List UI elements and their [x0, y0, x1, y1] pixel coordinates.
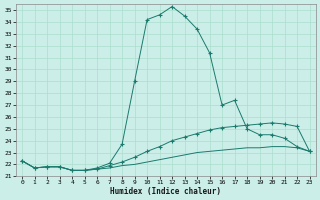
X-axis label: Humidex (Indice chaleur): Humidex (Indice chaleur): [110, 187, 221, 196]
